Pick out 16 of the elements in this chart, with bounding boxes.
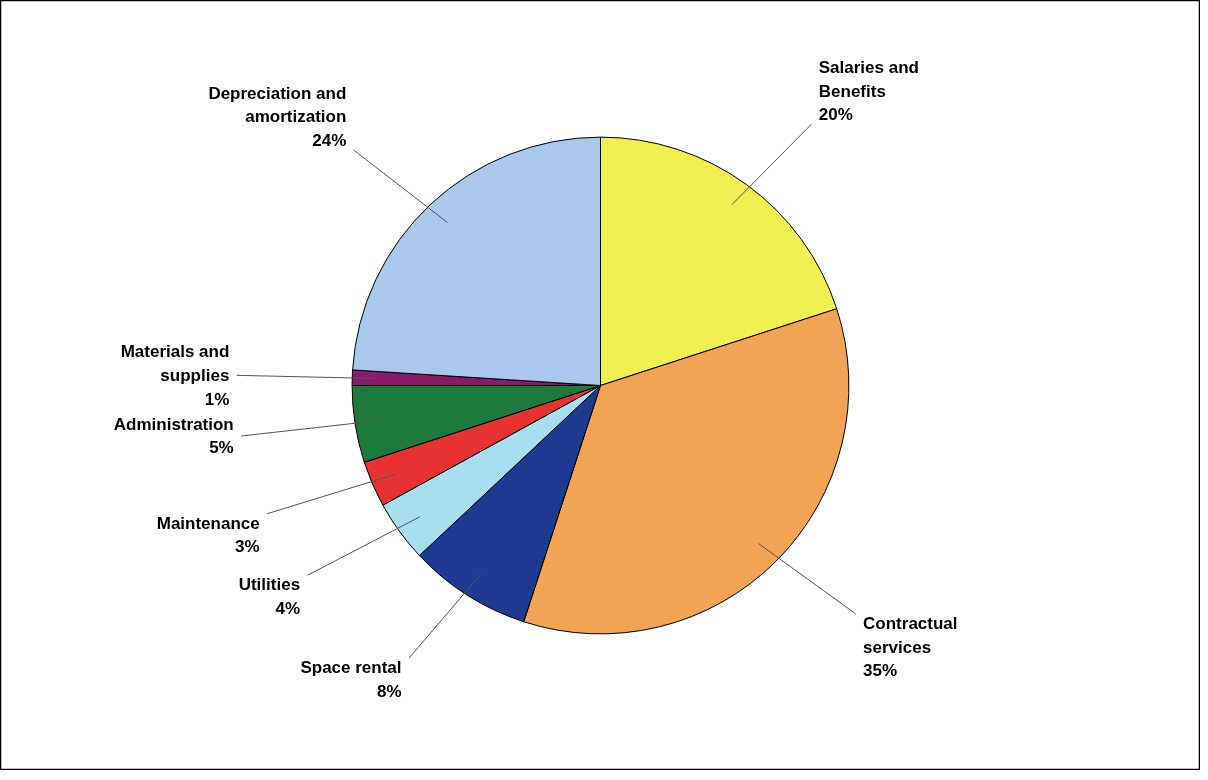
data-label: 5% [209, 438, 234, 458]
data-label: 8% [376, 681, 402, 701]
slice-label: Contractual services [863, 613, 958, 657]
slice-label: Materials and supplies [120, 342, 230, 385]
slice-label: Utilities [238, 575, 301, 595]
slice-label: Administration [113, 414, 234, 434]
slice-label: Depreciation and amortization [208, 83, 347, 127]
slice-label: Salaries and Benefits [818, 57, 919, 101]
data-label: 35% [863, 661, 898, 681]
slice-label: Maintenance [156, 513, 260, 533]
slice-label: Space rental [300, 658, 402, 678]
data-label: 24% [312, 131, 347, 151]
data-label: 4% [275, 599, 301, 619]
data-label: 3% [235, 537, 260, 557]
data-label: 20% [818, 105, 853, 125]
data-label: 1% [204, 389, 230, 409]
